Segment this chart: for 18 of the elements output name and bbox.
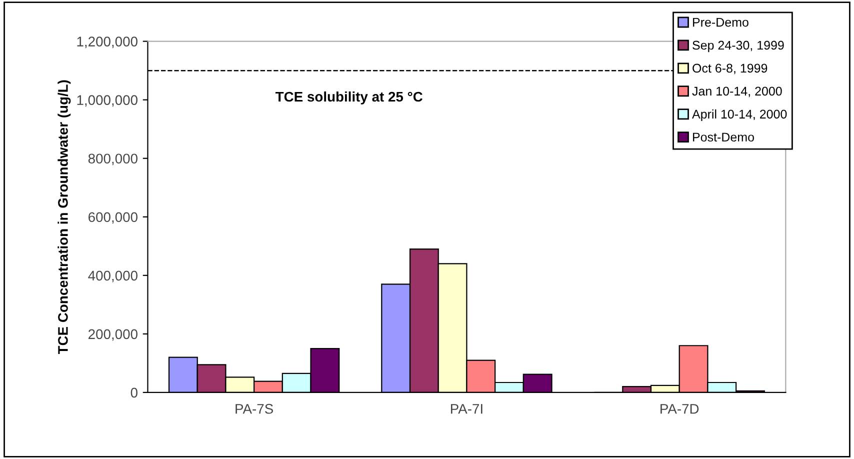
y-tick-label: 1,000,000 (77, 95, 138, 107)
x-tick-label: PA-7S (236, 404, 273, 414)
legend-label: Pre-Demo (693, 18, 748, 27)
y-tick-label: 1,200,000 (77, 36, 138, 48)
x-tick-label: PA-7D (660, 404, 699, 414)
legend-label: Sep 24-30, 1999 (692, 40, 784, 52)
legend-label: Jan 10-14, 2000 (692, 86, 782, 98)
y-axis-title: TCE Concentration in Groundwater (ug/L) (58, 80, 71, 354)
y-tick-label: 200,000 (88, 329, 138, 341)
legend-label: Oct 6-8, 1999 (692, 64, 768, 74)
y-tick-label: 400,000 (88, 270, 138, 282)
legend-label: April 10-14, 2000 (692, 109, 787, 122)
legend-label: Post-Demo (693, 132, 754, 142)
y-tick-label: 0 (130, 388, 138, 398)
x-tick-label: PA-7I (450, 404, 482, 414)
y-tick-label: 600,000 (88, 212, 138, 224)
ref-line-label: TCE solubility at 25 °C (275, 91, 423, 104)
y-tick-label: 800,000 (88, 154, 138, 166)
